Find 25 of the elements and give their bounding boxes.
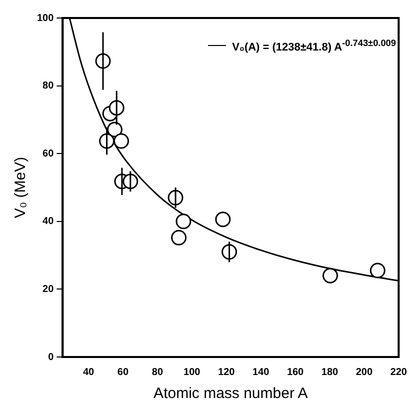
x-tick-label: 220 bbox=[390, 366, 408, 378]
x-tick-label: 120 bbox=[218, 366, 236, 378]
x-tick-label: 40 bbox=[82, 366, 95, 378]
y-tick-label: 20 bbox=[42, 284, 54, 295]
x-tick-label: 180 bbox=[321, 366, 339, 378]
x-tick-label: 60 bbox=[117, 366, 129, 378]
y-tick-label: 40 bbox=[42, 216, 54, 228]
y-tick-label: 60 bbox=[42, 148, 54, 160]
point bbox=[322, 268, 338, 284]
y-axis-title: V₀ (MeV) bbox=[12, 156, 30, 218]
y-tick-label: 0 bbox=[48, 352, 54, 363]
legend-label: V₀(A) = (1238±41.8) A$^{-0.743±0.009}$ bbox=[232, 38, 396, 54]
point bbox=[171, 230, 187, 246]
x-tick-label: 140 bbox=[252, 366, 270, 378]
y-tick-label: 80 bbox=[42, 80, 54, 92]
x-axis-title: Atomic mass number A bbox=[154, 385, 308, 402]
y-tick-label: 100 bbox=[36, 12, 54, 24]
point bbox=[114, 133, 130, 149]
point bbox=[215, 212, 231, 228]
x-tick-label: 100 bbox=[184, 366, 201, 378]
point bbox=[370, 262, 386, 278]
point bbox=[176, 214, 192, 230]
x-tick-label: 80 bbox=[152, 366, 164, 378]
x-tick-label: 160 bbox=[286, 366, 304, 378]
x-tick-label: 200 bbox=[356, 366, 373, 378]
